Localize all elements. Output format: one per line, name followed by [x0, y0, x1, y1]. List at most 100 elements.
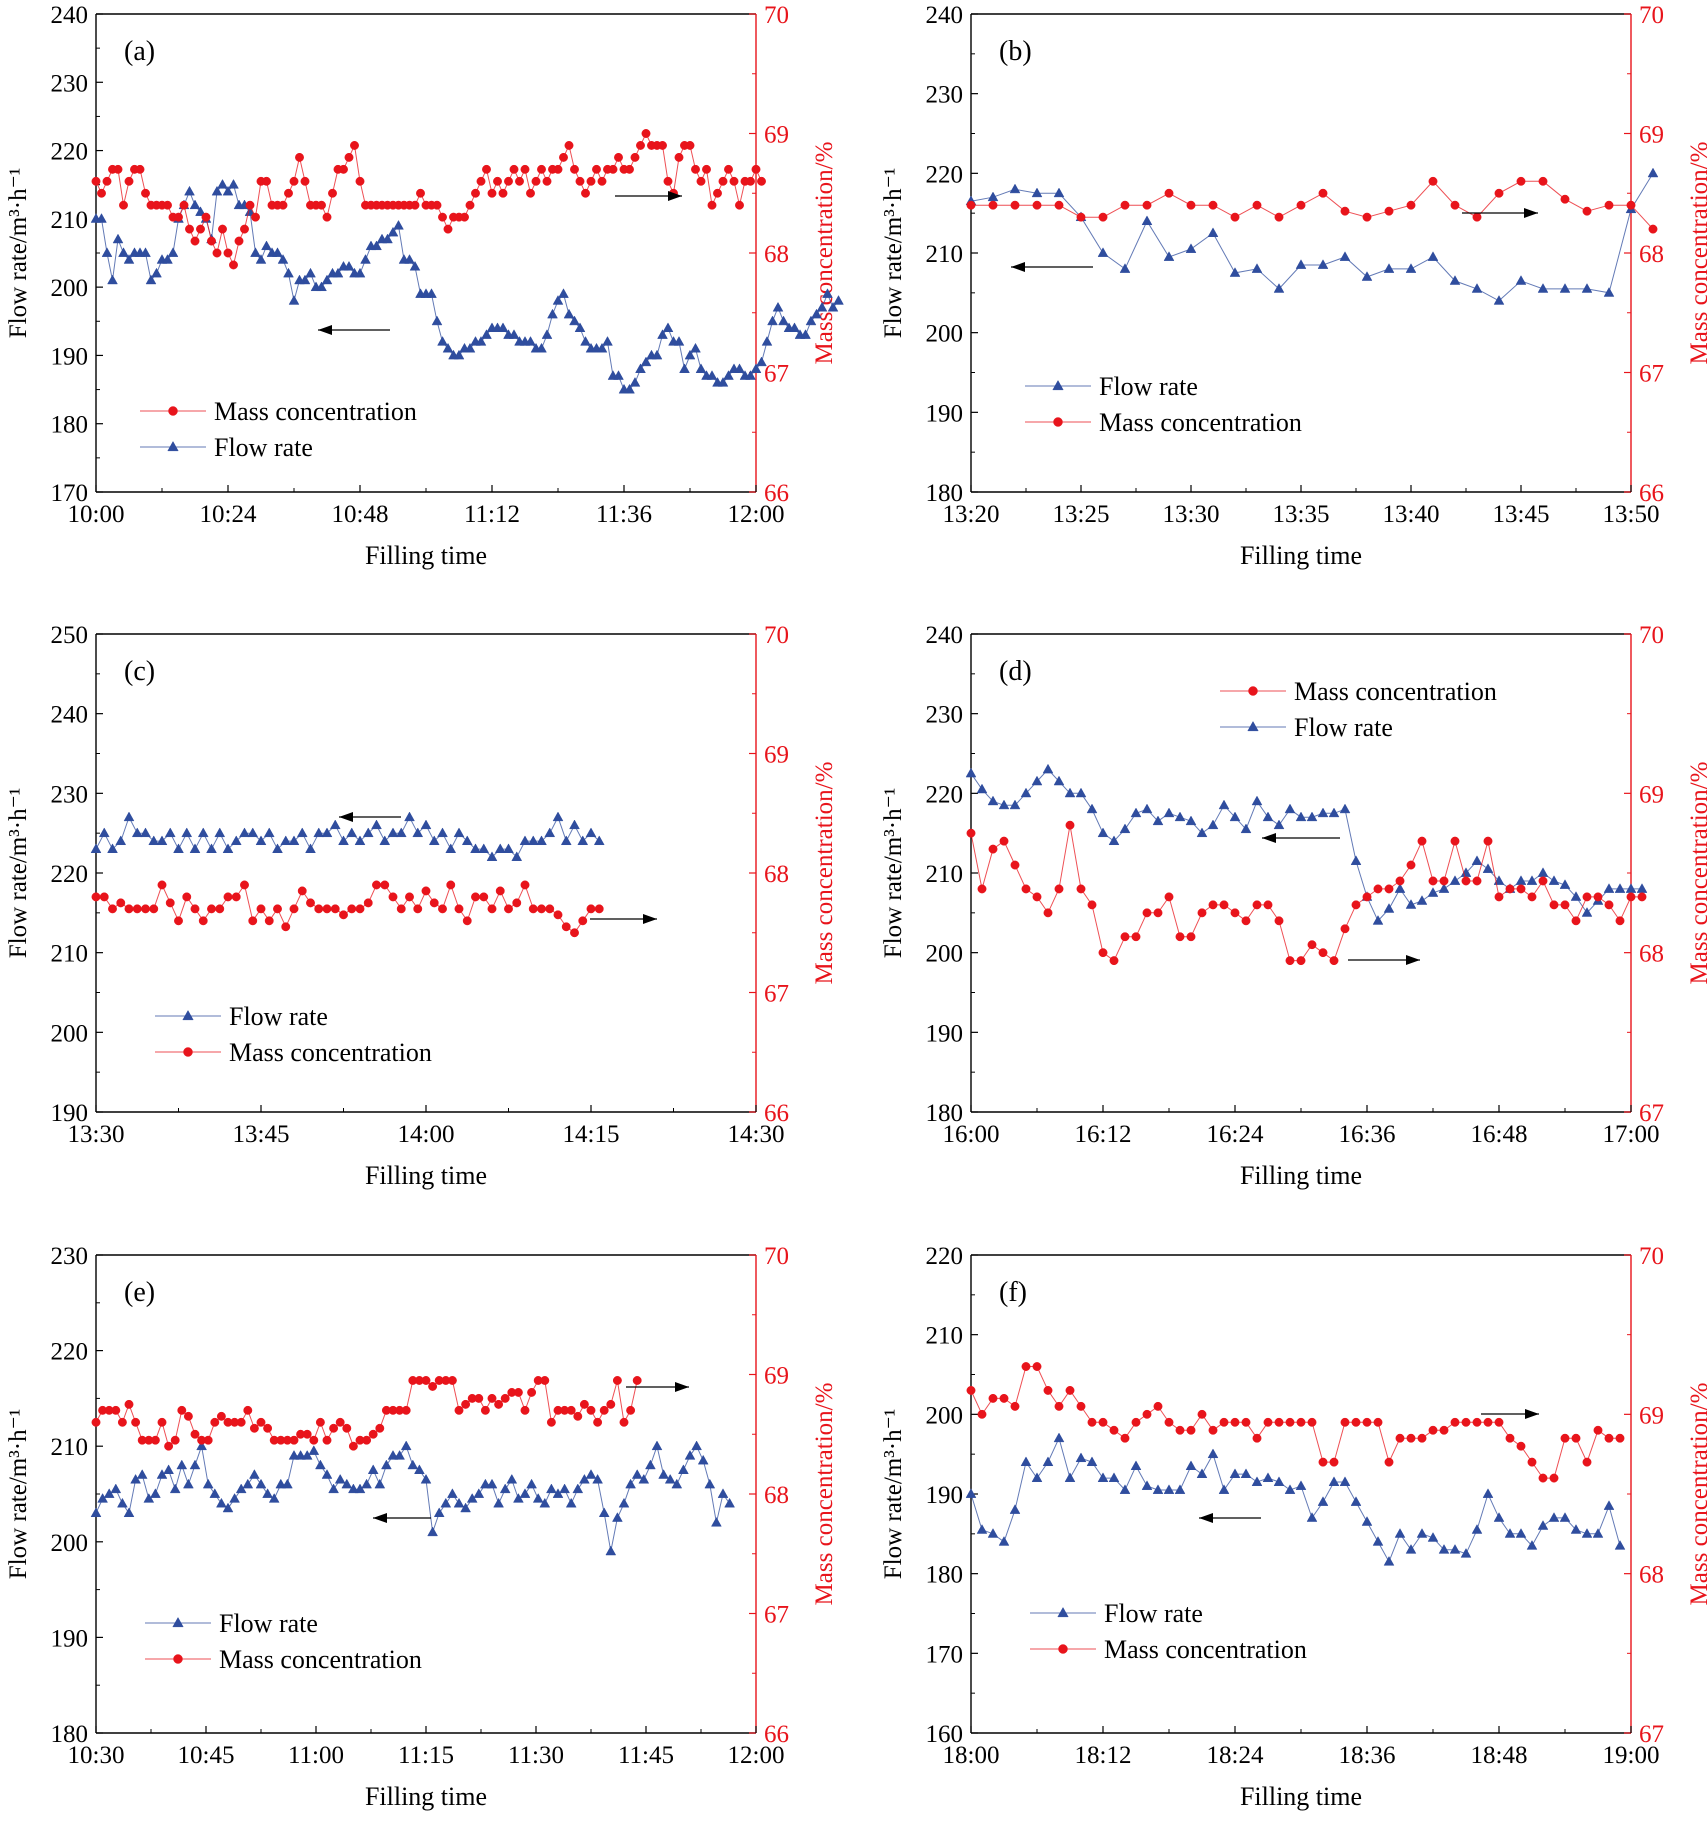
panel-label: (a) [124, 36, 155, 67]
flow-rate-point [387, 226, 399, 237]
flow-rate-point [657, 329, 668, 339]
mass-concentration-point [1615, 916, 1625, 926]
mass-concentration-point [284, 188, 293, 198]
left-y-tick-label: 190 [51, 1625, 89, 1652]
mass-concentration-point [546, 1417, 556, 1427]
mass-concentration-point [196, 224, 205, 234]
mass-concentration-point [1098, 948, 1108, 958]
left-y-tick-label: 240 [51, 2, 89, 29]
mass-concentration-point [1538, 876, 1548, 886]
mass-concentration-point [1340, 924, 1350, 934]
arrow-to-mass-axis [590, 914, 657, 924]
flow-rate-point [1064, 787, 1076, 798]
legend-label-flow-rate: Flow rate [219, 1609, 318, 1638]
right-y-tick-label: 68 [764, 861, 789, 888]
flow-rate-point [173, 843, 184, 853]
mass-concentration-point [447, 1376, 457, 1385]
left-y-tick-label: 210 [51, 207, 89, 234]
mass-concentration-point [1120, 932, 1130, 942]
mass-concentration-point [322, 904, 332, 914]
right-y-tick-label: 67 [1639, 361, 1664, 388]
flow-rate-point [445, 843, 457, 853]
x-tick-label: 11:30 [508, 1742, 564, 1769]
flow-rate-point [354, 835, 366, 846]
left-y-axis-title: Flow rate/m³·h⁻¹ [880, 788, 907, 959]
flow-rate-point [1075, 787, 1087, 798]
mass-concentration-point [1428, 176, 1438, 186]
flow-rate-point [1548, 875, 1560, 885]
mass-concentration-point [1439, 1425, 1449, 1435]
left-y-tick-label: 220 [926, 781, 964, 808]
arrow-to-mass-axis [615, 191, 682, 201]
legend-circle-marker [183, 1047, 193, 1057]
flow-rate-point [387, 1450, 399, 1460]
mass-concentration-point [663, 176, 673, 186]
chart-panel-b: 180 190 200 210 220 230 240 66 67 68 69 70 13:20 13:2… [880, 2, 1707, 570]
mass-concentration-point [99, 892, 109, 902]
arrow-to-flow-axis [1011, 262, 1093, 272]
mass-concentration-point [1483, 1417, 1493, 1427]
flow-rate-point [1361, 1516, 1373, 1526]
legend-circle-marker [1053, 417, 1063, 427]
flow-rate-point [348, 1483, 359, 1494]
mass-concentration-point [1516, 176, 1526, 186]
mass-concentration-point [471, 188, 480, 198]
flow-rate-point [308, 1445, 320, 1455]
mass-concentration-point [1153, 908, 1163, 918]
flow-rate-point [598, 1507, 610, 1518]
mass-concentration-point [641, 129, 651, 138]
flow-rate-point [1449, 1544, 1461, 1554]
flow-rate-point [1383, 1556, 1395, 1566]
mass-concentration-point [566, 1405, 576, 1415]
flow-rate-point [118, 247, 129, 257]
x-axis-title: Filling time [1240, 1782, 1362, 1811]
flow-rate-point [574, 322, 586, 333]
flow-rate-point [1460, 1548, 1472, 1558]
flow-rate-point [486, 1478, 498, 1489]
x-tick-label: 12:00 [728, 501, 785, 528]
flow-rate-point [263, 827, 275, 838]
flow-rate-point [706, 370, 718, 380]
flow-rate-point [321, 1469, 333, 1479]
flow-rate-point [724, 1497, 735, 1508]
mass-concentration-point [1472, 212, 1482, 222]
mass-concentration-point [1208, 900, 1218, 910]
flow-rate-point [453, 1497, 465, 1508]
x-tick-label: 11:15 [398, 1742, 454, 1769]
flow-rate-point [183, 1478, 194, 1489]
flow-rate-point [478, 843, 490, 853]
x-tick-label: 13:30 [68, 1121, 125, 1148]
mass-concentration-point [606, 1399, 616, 1409]
flow-rate-point [1251, 263, 1263, 273]
flow-rate-point [638, 1473, 650, 1484]
flow-rate-point [123, 254, 135, 264]
mass-concentration-point [429, 898, 439, 908]
flow-rate-point [592, 1473, 603, 1484]
flow-rate-point [228, 179, 239, 189]
flow-rate-point [612, 1512, 623, 1522]
flow-rate-point [216, 1497, 227, 1508]
flow-rate-point [526, 1478, 537, 1489]
mass-concentration-point [527, 1387, 537, 1397]
mass-concentration-point [1296, 200, 1306, 210]
flow-rate-point [572, 1483, 584, 1494]
flow-rate-point [143, 1493, 155, 1503]
legend-circle-marker [173, 1654, 183, 1664]
mass-concentration-point [612, 1376, 622, 1385]
flow-rate-point [261, 240, 272, 251]
mass-concentration-point [1549, 900, 1559, 910]
legend-label-mass-concentration: Mass concentration [1294, 677, 1497, 706]
right-y-tick-label: 66 [764, 480, 789, 507]
flow-rate-point [315, 1459, 326, 1470]
mass-concentration-point [1494, 892, 1504, 902]
mass-concentration-point [339, 910, 348, 920]
flow-rate-point [1394, 883, 1406, 893]
flow-rate-point [513, 1493, 524, 1503]
flow-rate-line [95, 815, 600, 858]
flow-rate-point [229, 1493, 240, 1503]
mass-concentration-point [245, 200, 255, 210]
left-y-axis-title: Flow rate/m³·h⁻¹ [880, 168, 907, 339]
flow-rate-point [1163, 1484, 1175, 1494]
x-tick-label: 11:12 [464, 501, 520, 528]
flow-rate-point [679, 363, 690, 373]
